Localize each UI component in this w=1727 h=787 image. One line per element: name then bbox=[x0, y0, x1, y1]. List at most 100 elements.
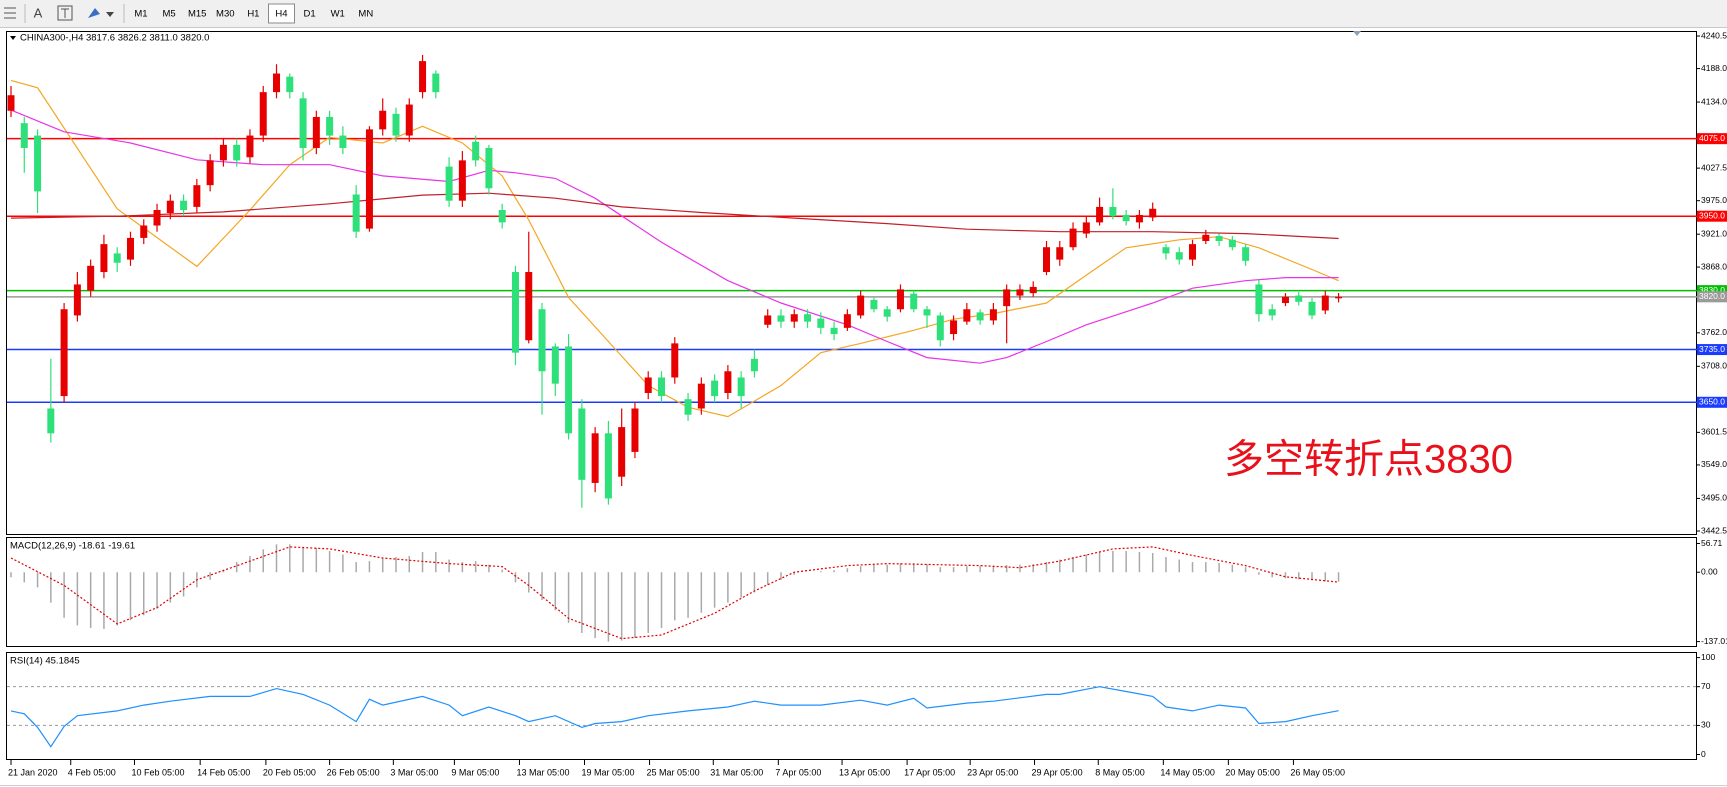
timeframe-button[interactable]: MN bbox=[353, 4, 379, 23]
candle-body bbox=[671, 343, 679, 378]
price-level-tag bbox=[1697, 344, 1727, 356]
candle-body bbox=[525, 272, 533, 341]
candle-body bbox=[591, 433, 599, 483]
x-tick-label: 21 Jan 2020 bbox=[8, 767, 58, 777]
timeframe-label: M1 bbox=[134, 9, 147, 20]
candle-body bbox=[1016, 289, 1024, 296]
candle-body bbox=[299, 98, 307, 148]
candle-body bbox=[405, 104, 413, 136]
candle-body bbox=[1109, 206, 1117, 217]
y-tick-label: 56.71 bbox=[1701, 538, 1723, 548]
candle-body bbox=[1122, 214, 1130, 222]
candle-body bbox=[1308, 301, 1316, 316]
candle-body bbox=[538, 309, 546, 372]
candle-body bbox=[1175, 252, 1183, 260]
x-tick-label: 4 Feb 05:00 bbox=[68, 767, 116, 777]
candle-body bbox=[843, 314, 851, 328]
x-tick-label: 19 Mar 05:00 bbox=[582, 767, 635, 777]
moving-average bbox=[10, 192, 1339, 240]
timeframe-label: H1 bbox=[247, 9, 259, 20]
rsi-line bbox=[10, 686, 1339, 748]
candle-body bbox=[153, 209, 161, 226]
timeframe-button[interactable]: W1 bbox=[325, 4, 351, 23]
price-level-tag bbox=[1697, 133, 1727, 145]
candle-body bbox=[511, 272, 519, 353]
candle-body bbox=[339, 135, 347, 148]
y-tick-label: 4134.0 bbox=[1701, 96, 1727, 106]
shapes-tool[interactable] bbox=[88, 8, 114, 18]
candle-body bbox=[936, 315, 944, 341]
x-tick-label: 14 May 05:00 bbox=[1160, 767, 1215, 777]
candle-body bbox=[100, 244, 108, 273]
timeframe-button[interactable]: M1 bbox=[128, 4, 154, 23]
label-tool[interactable] bbox=[57, 5, 73, 21]
y-tick-label: 3921.0 bbox=[1701, 228, 1727, 238]
annotation: 多空转折点3830 bbox=[1224, 438, 1513, 482]
candle-body bbox=[60, 309, 68, 397]
price-level-tag bbox=[1697, 291, 1727, 303]
y-tick-label: 3868.0 bbox=[1701, 261, 1727, 271]
candle-body bbox=[1321, 295, 1329, 311]
timeframe-button[interactable]: H4 bbox=[268, 3, 295, 24]
candle-body bbox=[764, 315, 772, 325]
timeframe-button[interactable]: M15 bbox=[184, 4, 210, 23]
candle-body bbox=[379, 110, 387, 130]
x-tick-label: 7 Apr 05:00 bbox=[775, 767, 821, 777]
candle-body bbox=[737, 377, 745, 397]
candle-body bbox=[286, 76, 294, 93]
x-tick-label: 13 Apr 05:00 bbox=[839, 767, 890, 777]
crosshair-tool[interactable] bbox=[4, 7, 16, 19]
x-tick-label: 26 May 05:00 bbox=[1290, 767, 1345, 777]
y-tick-label: 100 bbox=[1701, 652, 1715, 662]
candle-body bbox=[1135, 214, 1143, 223]
timeframe-button[interactable]: M5 bbox=[156, 4, 182, 23]
candle-body bbox=[578, 408, 586, 480]
candle-body bbox=[989, 309, 997, 321]
candle-body bbox=[20, 123, 28, 148]
y-tick-label: 3495.0 bbox=[1701, 493, 1727, 503]
candle-body bbox=[352, 194, 360, 232]
timeframe-label: W1 bbox=[331, 9, 345, 20]
candle-body bbox=[219, 144, 227, 161]
x-tick-label: 31 Mar 05:00 bbox=[710, 767, 763, 777]
candle-body bbox=[246, 135, 254, 158]
timeframe-button[interactable]: D1 bbox=[297, 4, 323, 23]
y-tick-label: 4027.5 bbox=[1701, 162, 1727, 172]
timeframe-button[interactable]: H1 bbox=[240, 4, 266, 23]
candle-body bbox=[1003, 289, 1011, 307]
icon-box bbox=[57, 5, 73, 21]
candle-body bbox=[113, 253, 121, 263]
candle-body bbox=[750, 358, 758, 372]
y-tick-label: 4188.0 bbox=[1701, 63, 1727, 73]
timeframe-button[interactable]: M30 bbox=[212, 4, 238, 23]
candle-body bbox=[1242, 247, 1250, 261]
plot-layer: 4240.5 4188.0 4134.0 4027.5 3975.0 3921.0 3868… bbox=[7, 30, 1727, 777]
candle-body bbox=[565, 346, 573, 434]
y-tick-label: 70 bbox=[1701, 681, 1711, 691]
y-tick-label: 3708.0 bbox=[1701, 361, 1727, 371]
candle-body bbox=[1202, 234, 1210, 242]
candle-body bbox=[365, 129, 373, 229]
candle-body bbox=[1255, 284, 1263, 315]
candle-body bbox=[870, 299, 878, 310]
candle-body bbox=[1335, 296, 1343, 299]
candle-body bbox=[485, 147, 493, 189]
candle-body bbox=[697, 383, 705, 409]
timeframe-label: M30 bbox=[216, 9, 234, 20]
candle-body bbox=[857, 295, 865, 316]
text-tool[interactable]: A bbox=[34, 5, 43, 20]
x-tick-label: 29 Apr 05:00 bbox=[1032, 767, 1083, 777]
x-tick-label: 8 May 05:00 bbox=[1095, 767, 1145, 777]
candle-body bbox=[631, 408, 639, 452]
candle-body bbox=[777, 315, 785, 322]
candle-body bbox=[47, 408, 55, 434]
y-tick-label: 30 bbox=[1701, 720, 1711, 730]
price-level-label: 3650.0 bbox=[1699, 397, 1725, 407]
candle-body bbox=[180, 200, 188, 210]
timeframe-label: M15 bbox=[188, 9, 206, 20]
y-tick-label: 4240.5 bbox=[1701, 30, 1727, 40]
candle-body bbox=[711, 380, 719, 397]
candle-body bbox=[910, 293, 918, 310]
price-level-tag bbox=[1697, 285, 1727, 297]
